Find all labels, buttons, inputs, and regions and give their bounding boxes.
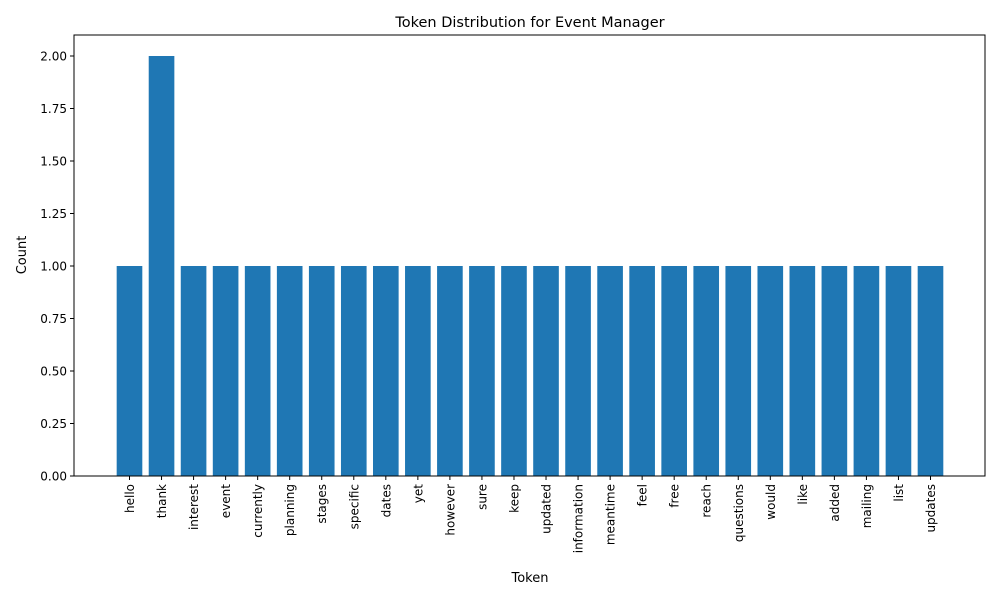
y-tick-label: 1.75 bbox=[40, 102, 67, 116]
x-tick-label: stages bbox=[315, 484, 329, 524]
bar-questions bbox=[725, 266, 752, 476]
x-axis-label: Token bbox=[511, 571, 549, 586]
bar-interest bbox=[180, 266, 207, 476]
bar-meantime bbox=[597, 266, 623, 476]
bar-added bbox=[821, 266, 848, 476]
x-axis: hello thank interest event currently planning… bbox=[123, 476, 938, 553]
y-tick-label: 2.00 bbox=[40, 49, 67, 63]
chart-title: Token Distribution for Event Manager bbox=[394, 15, 664, 31]
bar-mailing bbox=[853, 266, 880, 476]
x-tick-label: dates bbox=[379, 484, 393, 517]
y-axis-label: Count bbox=[15, 236, 30, 275]
bar-list bbox=[885, 266, 912, 476]
bar-specific bbox=[340, 266, 367, 476]
y-tick-label: 0.75 bbox=[40, 312, 67, 326]
x-tick-label: added bbox=[828, 484, 842, 522]
bar-thank bbox=[148, 56, 175, 476]
bar-information bbox=[565, 266, 591, 476]
x-tick-label: mailing bbox=[860, 484, 874, 528]
x-tick-label: however bbox=[443, 484, 457, 536]
bar-dates bbox=[373, 266, 399, 476]
x-tick-label: would bbox=[764, 484, 778, 520]
bar-hello bbox=[116, 266, 143, 476]
x-tick-label: sure bbox=[475, 484, 489, 510]
y-tick-label: 0.00 bbox=[40, 469, 67, 483]
x-tick-label: hello bbox=[123, 484, 137, 513]
bar-like bbox=[789, 266, 816, 476]
bar-currently bbox=[244, 266, 271, 476]
y-tick-label: 1.25 bbox=[40, 207, 67, 221]
x-tick-label: currently bbox=[251, 484, 265, 538]
bar-yet bbox=[405, 266, 431, 476]
x-tick-label: specific bbox=[347, 484, 361, 529]
x-tick-label: free bbox=[668, 484, 682, 508]
bar-would bbox=[757, 266, 784, 476]
bar-sure bbox=[469, 266, 495, 476]
x-tick-label: planning bbox=[283, 484, 297, 536]
x-tick-label: meantime bbox=[604, 484, 618, 545]
plot-frame bbox=[73, 34, 986, 477]
x-tick-label: event bbox=[219, 484, 233, 518]
bar-event bbox=[212, 266, 239, 476]
bar-stages bbox=[308, 266, 335, 476]
x-tick-label: thank bbox=[155, 484, 169, 518]
bar-free bbox=[661, 266, 687, 476]
x-tick-label: list bbox=[892, 484, 906, 502]
y-tick-label: 1.00 bbox=[40, 259, 67, 273]
bar-feel bbox=[629, 266, 655, 476]
x-tick-label: feel bbox=[636, 484, 650, 506]
bar-keep bbox=[501, 266, 527, 476]
y-tick-label: 1.50 bbox=[40, 154, 67, 168]
x-tick-label: updates bbox=[924, 484, 938, 533]
x-tick-label: interest bbox=[187, 484, 201, 530]
bar-updates bbox=[917, 266, 944, 476]
bar-reach bbox=[693, 266, 720, 476]
x-tick-label: keep bbox=[507, 484, 521, 513]
bar-updated bbox=[533, 266, 559, 476]
x-tick-label: yet bbox=[411, 484, 425, 503]
x-tick-label: updated bbox=[540, 484, 554, 534]
bar-planning bbox=[276, 266, 303, 476]
x-tick-label: like bbox=[796, 484, 810, 505]
x-tick-label: questions bbox=[732, 484, 746, 542]
x-tick-label: information bbox=[572, 484, 586, 553]
y-tick-label: 0.50 bbox=[40, 364, 67, 378]
y-axis: 0.00 0.25 0.50 0.75 1.00 1.25 1.50 1.75 2.00 bbox=[40, 49, 74, 483]
x-tick-label: reach bbox=[700, 484, 714, 518]
bar-however bbox=[437, 266, 463, 476]
y-tick-label: 0.25 bbox=[40, 417, 67, 431]
bars-group bbox=[116, 56, 944, 476]
